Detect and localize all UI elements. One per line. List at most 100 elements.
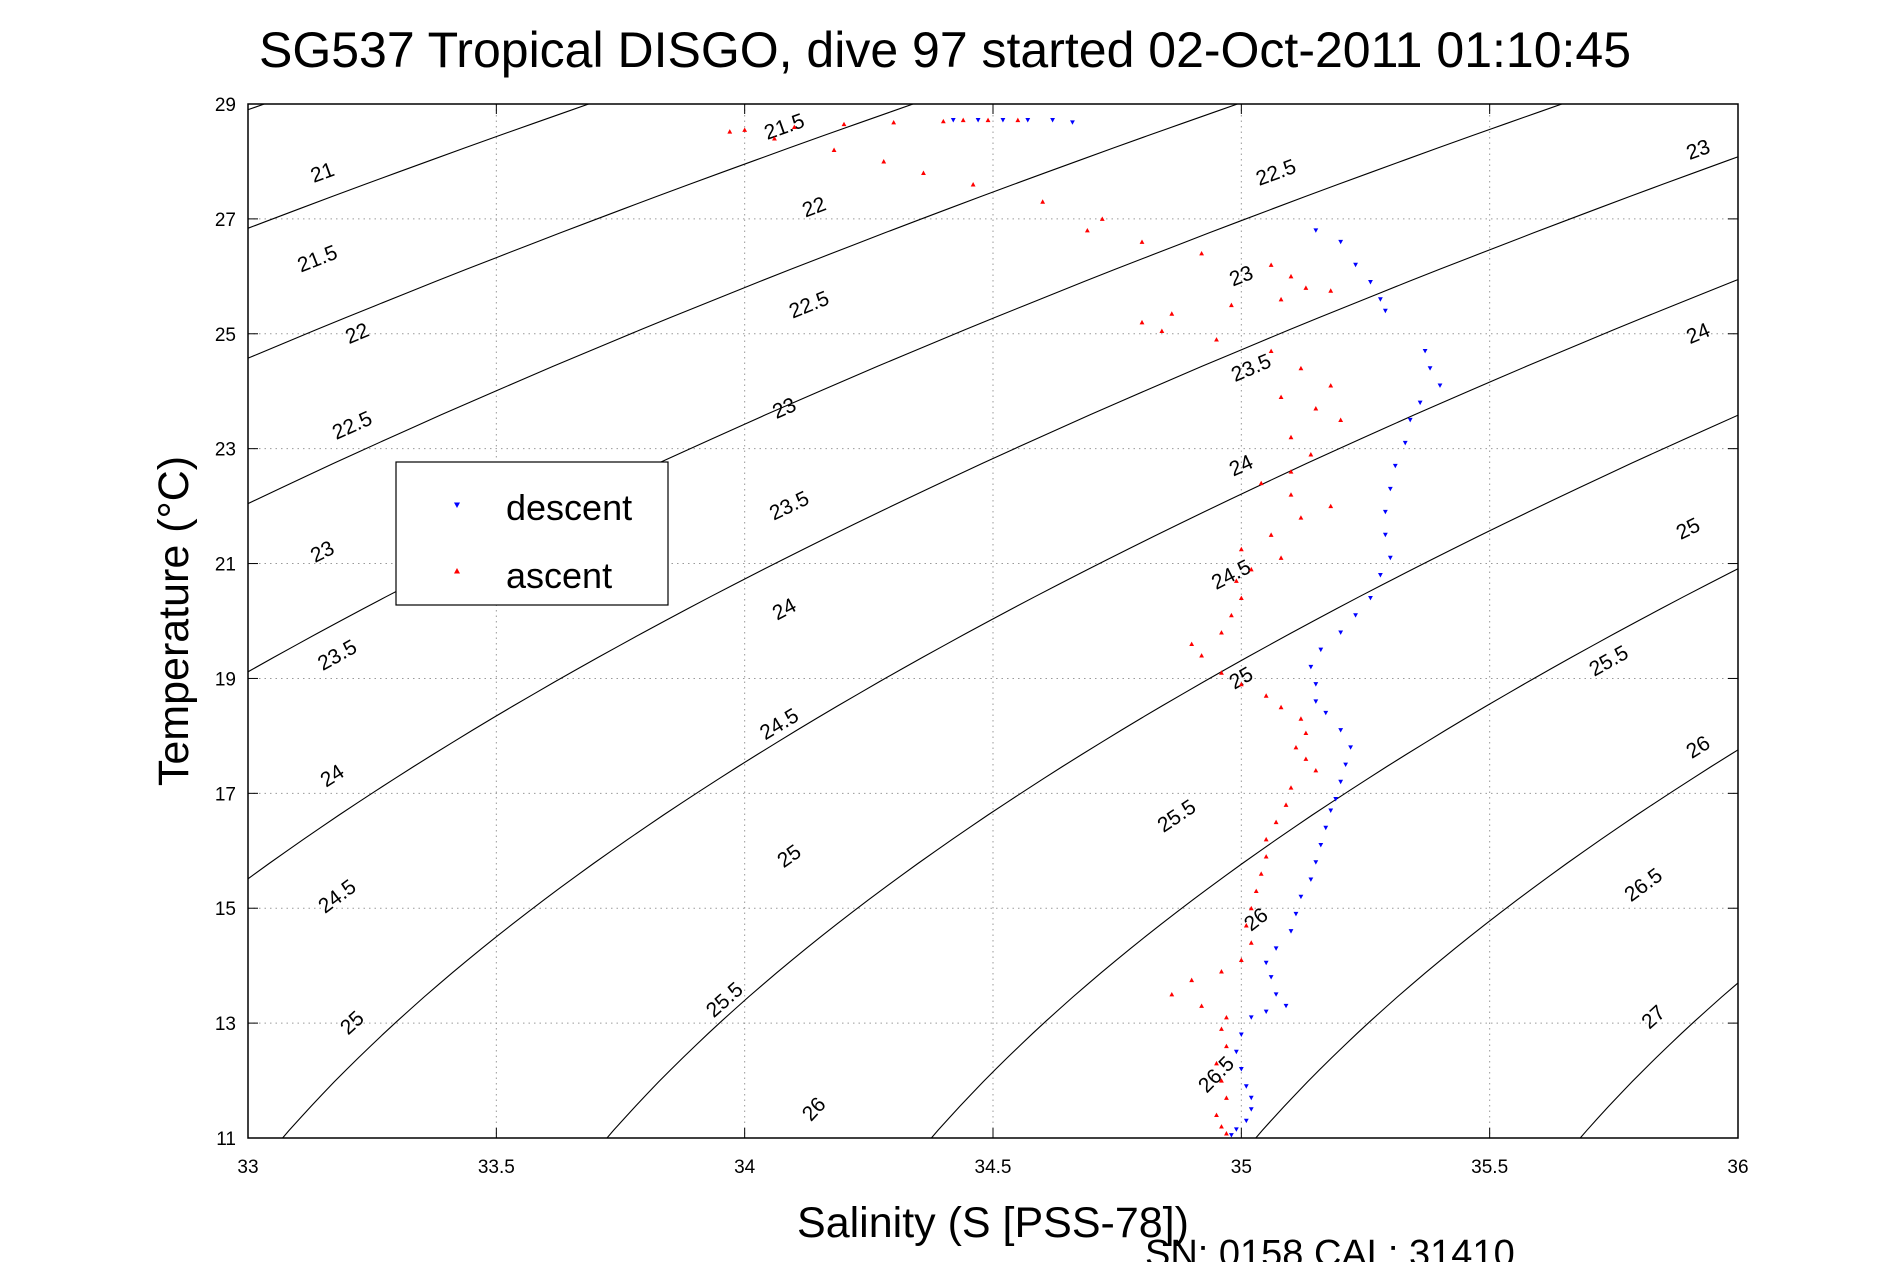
density-contour-line <box>248 104 915 359</box>
descent-point <box>1288 929 1294 934</box>
ascent-point <box>1288 785 1294 790</box>
descent-point <box>1368 595 1373 601</box>
ascent-point <box>1199 250 1204 256</box>
ascent-point <box>1040 199 1046 204</box>
ascent-point <box>881 159 887 164</box>
x-tick-label: 35 <box>1231 1157 1252 1178</box>
ascent-point <box>1313 767 1319 773</box>
ascent-point <box>1313 406 1319 411</box>
ascent-point <box>1224 1095 1229 1100</box>
ascent-point <box>1328 503 1334 509</box>
descent-point <box>1318 647 1324 653</box>
descent-point <box>1417 400 1423 406</box>
ascent-point <box>1258 871 1264 876</box>
ascent-point <box>1224 1131 1229 1136</box>
ascent-point <box>841 121 847 127</box>
descent-point <box>1333 797 1339 802</box>
descent-point <box>1382 509 1388 515</box>
y-tick-label: 27 <box>215 210 236 231</box>
descent-point <box>1348 745 1353 750</box>
ascent-point <box>1238 546 1244 552</box>
descent-point <box>1368 280 1373 285</box>
y-tick-labels: 11 13 15 17 19 21 23 25 27 29 <box>215 95 236 1150</box>
ascent-point <box>1263 693 1269 698</box>
ascent-point <box>1328 288 1334 293</box>
ascent-point <box>1273 819 1279 825</box>
legend-label-ascent: ascent <box>506 555 612 596</box>
descent-point <box>1238 1067 1244 1072</box>
descent-point <box>1387 486 1393 492</box>
ascent-point <box>1298 365 1304 371</box>
ascent-point <box>1214 1112 1219 1118</box>
descent-point <box>1248 1095 1254 1101</box>
x-tick-label: 34 <box>734 1157 756 1178</box>
descent-point <box>1238 1032 1244 1037</box>
ascent-point <box>1214 1060 1219 1066</box>
ascent-point <box>1278 394 1284 400</box>
descent-point <box>1422 348 1428 354</box>
density-contour-line <box>606 414 1738 1138</box>
ascent-point <box>940 118 946 124</box>
ascent-point <box>1084 227 1090 233</box>
ascent-point <box>1258 480 1264 486</box>
ascent-point <box>1233 578 1239 583</box>
density-contours <box>248 104 1738 1138</box>
ascent-point <box>1268 348 1274 354</box>
density-contour-line <box>248 104 1240 505</box>
ascent-point <box>1268 532 1274 537</box>
descent-point <box>1248 1107 1254 1112</box>
ascent-point <box>1224 1014 1229 1020</box>
ascent-point <box>1298 515 1304 520</box>
descent-point <box>1427 366 1433 371</box>
descent-point <box>1338 630 1344 635</box>
descent-point <box>1387 555 1393 561</box>
ascent-point <box>831 147 837 152</box>
descent-point <box>1353 262 1358 268</box>
descent-point <box>1382 532 1388 538</box>
ascent-point <box>1015 117 1021 123</box>
ascent-point <box>1139 319 1145 325</box>
ascent-point <box>1199 1003 1204 1008</box>
descent-point <box>1298 894 1304 900</box>
ascent-point <box>1298 716 1304 721</box>
descent-point <box>1407 417 1413 423</box>
density-contour-line <box>1579 982 1738 1138</box>
ascent-point <box>1303 756 1309 761</box>
descent-point <box>1293 911 1299 917</box>
axis-ticks <box>247 103 1739 1139</box>
descent-series <box>950 118 1443 1138</box>
descent-point <box>1338 779 1344 785</box>
descent-point <box>1283 1003 1289 1009</box>
descent-point <box>1437 383 1443 388</box>
descent-point <box>1000 118 1006 123</box>
descent-point <box>1318 842 1324 848</box>
ascent-point <box>1219 630 1224 635</box>
ascent-point <box>1248 566 1254 572</box>
ascent-point <box>1199 653 1204 658</box>
ascent-point <box>1278 555 1284 560</box>
ascent-point <box>960 117 966 123</box>
descent-point <box>1402 440 1408 446</box>
density-contour-line <box>930 568 1738 1138</box>
y-axis-label: Temperature (°C) <box>150 456 198 786</box>
descent-point <box>1248 1015 1254 1020</box>
y-tick-label: 13 <box>215 1014 236 1035</box>
ascent-point <box>1224 1043 1229 1049</box>
ascent-point <box>772 136 777 141</box>
descent-point <box>1273 946 1279 951</box>
density-contour-line <box>248 104 1564 673</box>
density-contour-line <box>281 278 1738 1138</box>
ascent-point <box>1293 744 1299 750</box>
ascent-point <box>1189 641 1195 647</box>
ascent-point <box>1338 417 1344 422</box>
ascent-point <box>1253 888 1259 894</box>
descent-point <box>1338 728 1344 733</box>
chart-title: SG537 Tropical DISGO, dive 97 started 02… <box>259 22 1631 78</box>
ascent-point <box>1328 383 1334 388</box>
density-contour-line <box>1255 749 1738 1138</box>
descent-point <box>1313 860 1319 865</box>
y-tick-label: 23 <box>215 440 236 461</box>
legend: descent ascent <box>395 461 669 606</box>
x-tick-label: 36 <box>1727 1157 1748 1178</box>
descent-point <box>1323 710 1329 716</box>
